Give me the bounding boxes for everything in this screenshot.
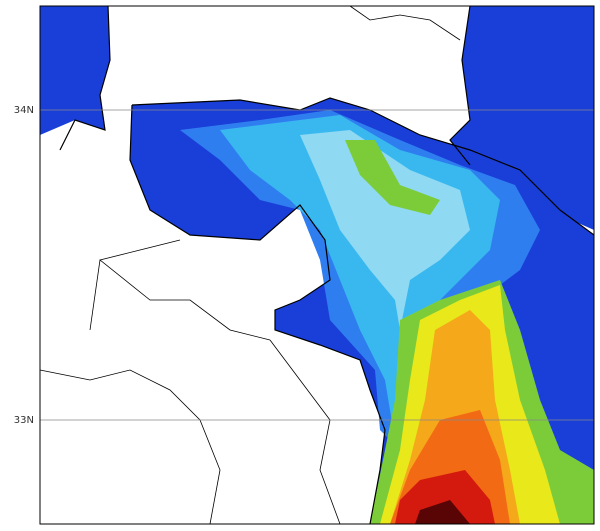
border xyxy=(349,5,461,41)
sea-band-4 xyxy=(300,130,470,330)
sea-band-green xyxy=(345,140,440,215)
sea-field xyxy=(40,6,594,524)
map-frame xyxy=(39,5,595,525)
coastline-west xyxy=(59,5,111,151)
sea-band-10 xyxy=(415,500,470,524)
border xyxy=(89,239,271,341)
coastline-south xyxy=(129,104,386,525)
border xyxy=(39,369,221,525)
coastline-east xyxy=(449,5,471,166)
latitude-label: 34N xyxy=(14,105,34,116)
coastlines xyxy=(59,5,595,525)
sea-northeast xyxy=(450,6,594,230)
coastline-north xyxy=(131,97,595,236)
sea-northwest xyxy=(40,6,110,135)
latitude-label: 33N xyxy=(14,415,34,426)
